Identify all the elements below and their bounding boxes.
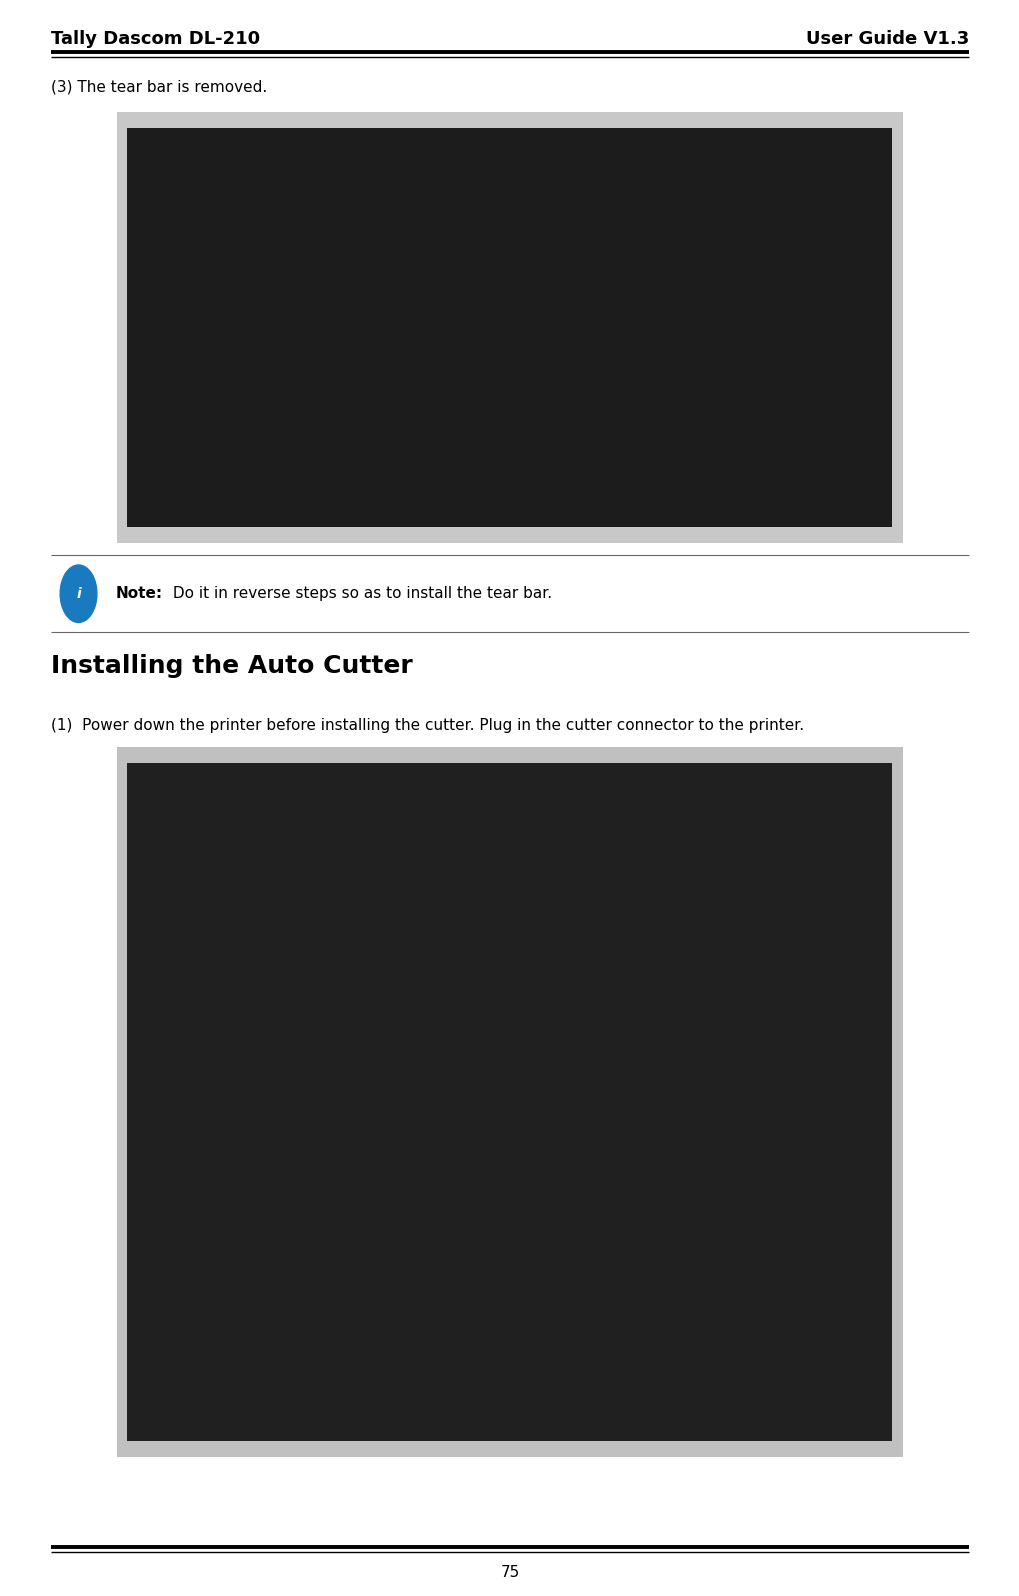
Text: (1)  Power down the printer before installing the cutter. Plug in the cutter con: (1) Power down the printer before instal…: [51, 718, 803, 733]
Bar: [117, 112, 902, 543]
Ellipse shape: [60, 565, 97, 622]
Circle shape: [65, 573, 92, 614]
Text: i: i: [76, 587, 81, 600]
Text: Tally Dascom DL-210: Tally Dascom DL-210: [51, 30, 260, 48]
Text: 75: 75: [500, 1564, 519, 1580]
Text: Installing the Auto Cutter: Installing the Auto Cutter: [51, 654, 413, 678]
Bar: [127, 763, 892, 1441]
Text: (3) The tear bar is removed.: (3) The tear bar is removed.: [51, 80, 267, 94]
Text: Note:: Note:: [115, 586, 162, 602]
Text: Do it in reverse steps so as to install the tear bar.: Do it in reverse steps so as to install …: [168, 586, 552, 602]
Text: User Guide V1.3: User Guide V1.3: [805, 30, 968, 48]
Bar: [117, 747, 902, 1457]
Bar: [127, 128, 892, 527]
